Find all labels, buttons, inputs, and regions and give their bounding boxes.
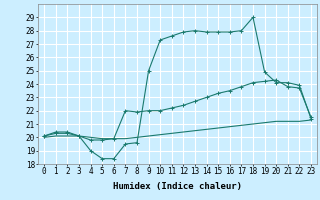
X-axis label: Humidex (Indice chaleur): Humidex (Indice chaleur)	[113, 182, 242, 191]
